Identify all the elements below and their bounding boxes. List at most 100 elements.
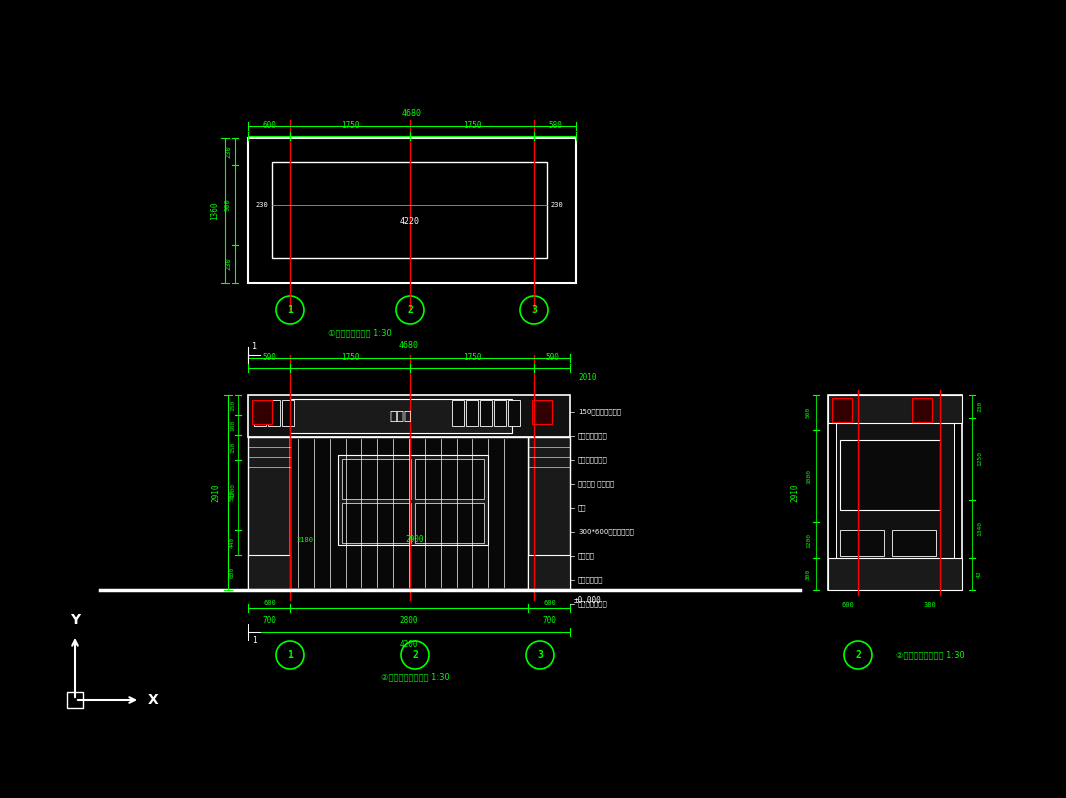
Text: 石材墙面处理: 石材墙面处理: [578, 577, 603, 583]
Bar: [248, 138, 576, 283]
Bar: [528, 555, 570, 589]
Text: 600: 600: [262, 121, 276, 130]
Text: 230: 230: [255, 202, 268, 208]
Bar: [290, 437, 528, 589]
Bar: [532, 400, 552, 424]
Bar: [415, 459, 484, 499]
Text: 42: 42: [978, 571, 982, 578]
Bar: [342, 459, 411, 499]
Text: 3: 3: [531, 305, 537, 315]
Bar: [840, 440, 940, 510]
Bar: [342, 503, 411, 543]
Text: 380: 380: [923, 602, 936, 608]
Text: 1200: 1200: [806, 532, 811, 547]
Bar: [452, 400, 464, 426]
Text: ±0.000: ±0.000: [574, 596, 601, 605]
Text: 4680: 4680: [402, 109, 422, 118]
Text: 230: 230: [225, 145, 231, 158]
Text: 1: 1: [252, 636, 257, 645]
Text: 1: 1: [252, 342, 257, 351]
Text: 3: 3: [537, 650, 543, 660]
Text: 壁灯: 壁灯: [578, 504, 586, 512]
Bar: [508, 400, 520, 426]
Text: Y: Y: [70, 613, 80, 627]
Text: 1750: 1750: [463, 121, 481, 130]
Text: 600: 600: [544, 600, 556, 606]
Text: 150厚弹弹金属届木: 150厚弹弹金属届木: [578, 409, 621, 415]
Text: 580: 580: [230, 489, 235, 500]
Text: 590: 590: [545, 353, 559, 362]
Bar: [248, 437, 290, 589]
Text: 100: 100: [230, 420, 235, 431]
Bar: [248, 395, 570, 437]
Bar: [828, 395, 962, 590]
Text: 4680: 4680: [399, 341, 419, 350]
Text: ②入口大门侧立面图 1:30: ②入口大门侧立面图 1:30: [897, 650, 965, 659]
Bar: [67, 692, 83, 708]
Text: 2: 2: [413, 650, 418, 660]
Text: 1750: 1750: [341, 121, 359, 130]
Text: 1000: 1000: [806, 468, 811, 484]
Bar: [415, 503, 484, 543]
Text: 2010: 2010: [578, 373, 597, 382]
Text: 1340: 1340: [978, 522, 982, 536]
Bar: [268, 400, 280, 426]
Bar: [828, 395, 962, 423]
Bar: [480, 400, 492, 426]
Text: 600: 600: [842, 602, 854, 608]
Bar: [836, 403, 954, 582]
Text: 900: 900: [225, 199, 231, 211]
Bar: [272, 162, 547, 258]
Text: 外墙彩色真石漆: 外墙彩色真石漆: [578, 601, 608, 607]
Text: X: X: [148, 693, 159, 707]
Text: 2910: 2910: [790, 484, 800, 502]
Text: 150: 150: [230, 442, 235, 453]
Text: 1360: 1360: [210, 201, 219, 219]
Bar: [892, 530, 936, 556]
Text: 彩色粉刺层机板: 彩色粉刺层机板: [578, 456, 608, 464]
Bar: [494, 400, 506, 426]
Text: 700: 700: [543, 616, 556, 625]
Text: 1750: 1750: [463, 353, 481, 362]
Text: ①入口大门平面图 1:30: ①入口大门平面图 1:30: [328, 328, 392, 337]
Text: 580: 580: [548, 121, 562, 130]
Text: 600: 600: [263, 600, 276, 606]
Bar: [831, 398, 852, 422]
Bar: [840, 530, 884, 556]
Text: 1750: 1750: [341, 353, 359, 362]
Text: 230: 230: [225, 258, 231, 271]
Text: 4220: 4220: [400, 218, 420, 227]
Bar: [254, 400, 266, 426]
Bar: [466, 400, 478, 426]
Text: 2180: 2180: [296, 537, 313, 543]
Text: 680: 680: [230, 567, 235, 578]
Text: 560: 560: [806, 407, 811, 418]
Bar: [528, 437, 570, 589]
Bar: [338, 455, 488, 545]
Text: 钉卷大门 厂家安装: 钉卷大门 厂家安装: [578, 480, 614, 488]
Text: 2: 2: [407, 305, 413, 315]
Bar: [248, 555, 290, 589]
Text: 干挂板疤: 干挂板疤: [578, 553, 595, 559]
Text: 150: 150: [230, 399, 235, 411]
Text: 彩色墙面游层板: 彩色墙面游层板: [578, 433, 608, 440]
Text: 1250: 1250: [978, 452, 982, 467]
Text: ②入口大门正立面图 1:30: ②入口大门正立面图 1:30: [381, 672, 450, 681]
Text: 230: 230: [550, 202, 563, 208]
Bar: [828, 558, 962, 590]
Bar: [290, 399, 512, 433]
Text: 2910: 2910: [211, 484, 220, 502]
Bar: [252, 400, 272, 424]
Text: 230: 230: [978, 401, 982, 412]
Text: 碧湖居: 碧湖居: [390, 409, 413, 422]
Text: 2: 2: [855, 650, 861, 660]
Text: 1200: 1200: [230, 483, 235, 497]
Text: 300*600地砖，自选呗: 300*600地砖，自选呗: [578, 529, 634, 535]
Text: 1: 1: [287, 305, 293, 315]
Text: 700: 700: [262, 616, 276, 625]
Text: 440: 440: [230, 537, 235, 548]
Text: 2900: 2900: [406, 535, 424, 544]
Text: 300: 300: [806, 568, 811, 579]
Text: 2800: 2800: [400, 616, 418, 625]
Text: 590: 590: [262, 353, 276, 362]
